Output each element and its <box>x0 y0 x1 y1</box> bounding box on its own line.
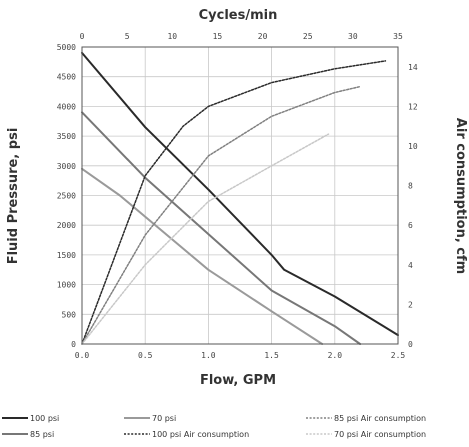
x-top-tick-label: 20 <box>258 32 268 41</box>
series-line-a70 <box>81 133 330 345</box>
chart-series <box>81 51 399 345</box>
series-line-p70 <box>81 167 324 345</box>
y2-tick-label: 0 <box>408 340 413 349</box>
x-top-tick-label: 35 <box>393 32 403 41</box>
y-axis-title: Fluid Pressure, psi <box>6 128 21 265</box>
y2-tick-label: 4 <box>408 261 413 270</box>
legend-label-a100: 100 psi Air consumption <box>152 430 249 439</box>
y-tick-label: 2000 <box>57 221 76 230</box>
x-top-tick-label: 10 <box>167 32 177 41</box>
y-tick-label: 4500 <box>57 73 76 82</box>
x-tick-label: 1.5 <box>264 351 279 360</box>
x-top-tick-label: 0 <box>80 32 85 41</box>
legend-label-p70: 70 psi <box>152 414 176 423</box>
y2-tick-label: 8 <box>408 182 413 191</box>
tick-labels: 0500100015002000250030003500400045005000… <box>57 32 418 360</box>
legend-label-a85: 85 psi Air consumption <box>334 414 426 423</box>
x-tick-label: 0.5 <box>138 351 153 360</box>
y2-tick-label: 2 <box>408 300 413 309</box>
y-tick-label: 5000 <box>57 43 76 52</box>
x-top-tick-label: 5 <box>125 32 130 41</box>
series-line-p100 <box>81 51 399 337</box>
series-line-p85 <box>81 111 362 345</box>
x-tick-label: 2.0 <box>328 351 343 360</box>
y-tick-label: 1500 <box>57 251 76 260</box>
x-axis-title: Flow, GPM <box>200 373 276 388</box>
y-tick-label: 3000 <box>57 162 76 171</box>
y-tick-label: 1000 <box>57 281 76 290</box>
y-tick-label: 500 <box>62 310 77 319</box>
series-line-a85 <box>81 85 361 345</box>
y2-axis-title: Air consumption, cfm <box>453 118 468 274</box>
x-tick-label: 0.0 <box>75 351 90 360</box>
y2-tick-label: 12 <box>408 102 418 111</box>
y2-tick-label: 6 <box>408 221 413 230</box>
y2-tick-label: 14 <box>408 63 418 72</box>
legend-label-p85: 85 psi <box>30 430 54 439</box>
legend-label-p100: 100 psi <box>30 414 59 423</box>
y-tick-label: 4000 <box>57 102 76 111</box>
x-top-axis-title: Cycles/min <box>199 8 278 23</box>
x-tick-label: 2.5 <box>391 351 406 360</box>
y2-tick-label: 10 <box>408 142 418 151</box>
x-tick-label: 1.0 <box>201 351 216 360</box>
legend-label-a70: 70 psi Air consumption <box>334 430 426 439</box>
plot-frame <box>81 46 399 345</box>
x-top-tick-label: 30 <box>348 32 358 41</box>
y-tick-label: 0 <box>71 340 76 349</box>
chart-grid <box>81 46 399 345</box>
x-top-tick-label: 15 <box>213 32 223 41</box>
legend: 100 psi 70 psi 85 psi Air consumption 85 ps… <box>2 414 426 439</box>
y-tick-label: 2500 <box>57 192 76 201</box>
y-tick-label: 3500 <box>57 132 76 141</box>
x-top-tick-label: 25 <box>303 32 313 41</box>
series-line-a100 <box>81 60 387 345</box>
